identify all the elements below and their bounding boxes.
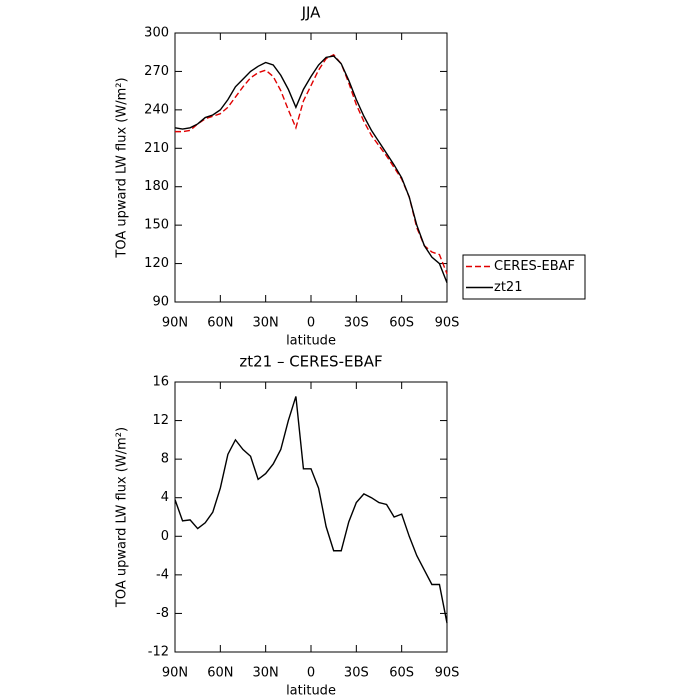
data-line — [175, 53, 448, 275]
data-line — [174, 396, 448, 624]
x-tick-label: 30S — [344, 666, 369, 681]
y-tick-label: 8 — [161, 452, 169, 467]
x-tick-label: 90N — [162, 316, 188, 331]
plot-frame — [174, 381, 448, 653]
x-axis-label: latitude — [286, 684, 336, 699]
y-tick-label: -4 — [156, 567, 169, 582]
x-tick-label: 60N — [207, 316, 233, 331]
x-tick-label: 30S — [344, 316, 369, 331]
y-tick-label: 210 — [144, 141, 169, 156]
y-tick-label: 12 — [152, 413, 169, 428]
legend-box — [462, 254, 586, 300]
y-tick-label: 150 — [144, 218, 169, 233]
x-tick-label: 90S — [435, 316, 460, 331]
y-axis-label: TOA upward LW flux (W/m²) — [115, 427, 130, 608]
x-tick-label: 30N — [253, 316, 279, 331]
x-tick-label: 60S — [389, 666, 414, 681]
y-tick-label: 4 — [161, 490, 169, 505]
x-tick-label: 60N — [207, 666, 233, 681]
y-tick-label: -8 — [156, 606, 169, 621]
y-tick-label: 16 — [152, 375, 169, 390]
chart-title: JJA — [301, 4, 322, 22]
y-tick-label: -12 — [148, 645, 169, 660]
y-tick-label: 0 — [161, 529, 169, 544]
y-tick-label: 270 — [144, 64, 169, 79]
data-line — [174, 55, 448, 284]
y-tick-label: 240 — [144, 102, 169, 117]
x-tick-label: 0 — [307, 316, 315, 331]
x-tick-label: 90S — [435, 666, 460, 681]
y-tick-label: 300 — [144, 26, 169, 41]
x-tick-label: 60S — [389, 316, 414, 331]
chart-title: zt21 – CERES-EBAF — [239, 353, 382, 371]
x-axis-label: latitude — [286, 334, 336, 349]
y-tick-label: 180 — [144, 179, 169, 194]
y-tick-label: 90 — [152, 295, 169, 310]
x-tick-label: 30N — [253, 666, 279, 681]
x-tick-label: 0 — [307, 666, 315, 681]
legend-label: CERES-EBAF — [494, 259, 575, 274]
x-tick-label: 90N — [162, 666, 188, 681]
legend-label: zt21 — [494, 280, 522, 295]
y-tick-label: 120 — [144, 256, 169, 271]
plot-frame — [174, 32, 448, 303]
y-axis-label: TOA upward LW flux (W/m²) — [115, 77, 130, 258]
